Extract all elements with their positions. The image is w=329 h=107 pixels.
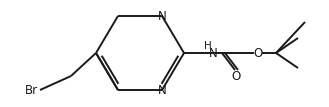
Text: N: N [158,10,166,22]
Text: O: O [231,70,240,82]
Text: H: H [204,41,212,51]
Text: N: N [158,83,166,97]
Text: N: N [209,47,217,59]
Text: O: O [253,47,263,59]
Text: Br: Br [25,83,38,97]
